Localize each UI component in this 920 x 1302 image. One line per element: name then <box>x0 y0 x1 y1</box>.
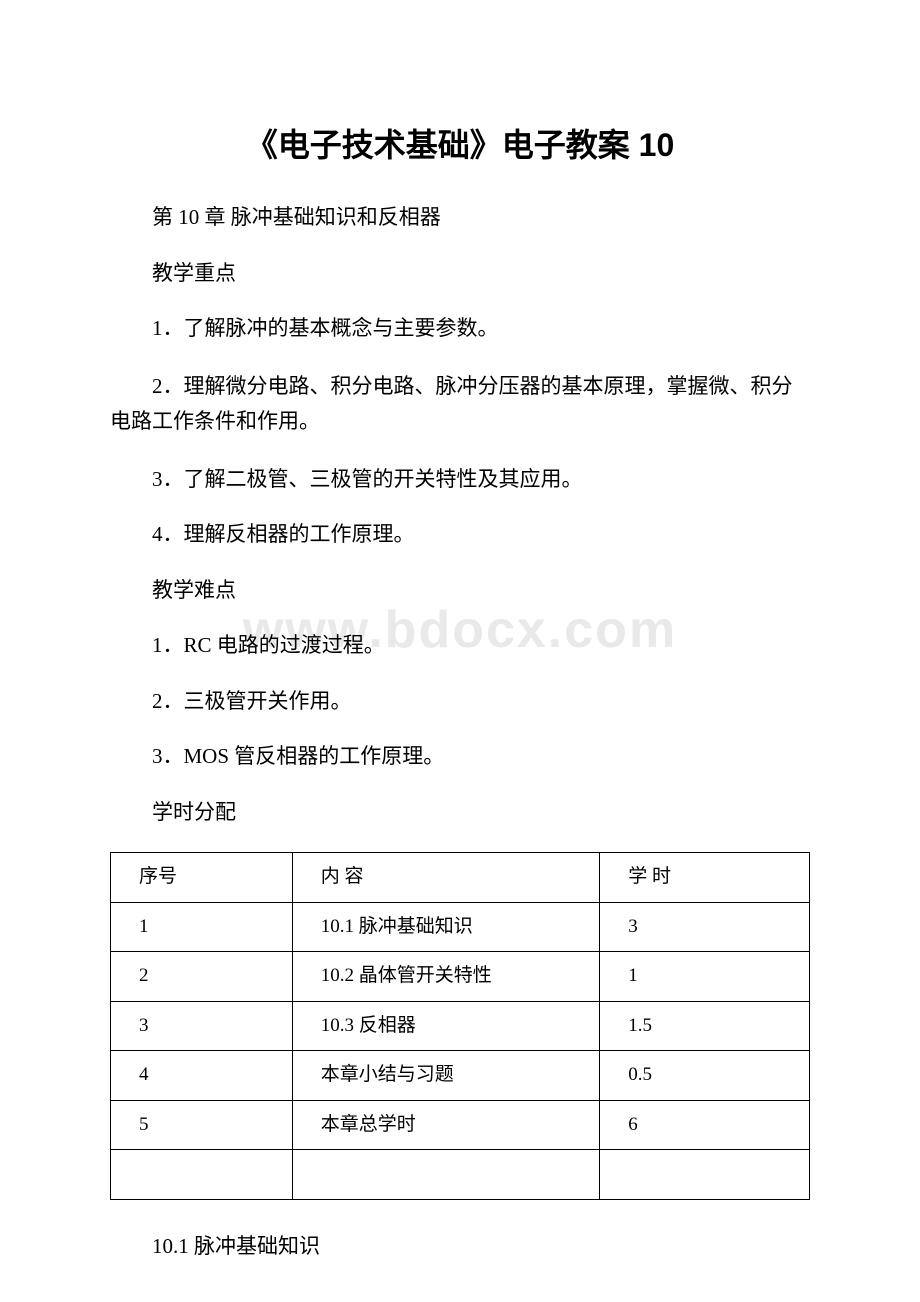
document-content: 《电子技术基础》电子教案 10 第 10 章 脉冲基础知识和反相器 教学重点 1… <box>110 120 810 1260</box>
focus-item: 4．理解反相器的工作原理。 <box>110 519 810 551</box>
table-cell-content: 本章小结与习题 <box>292 1051 600 1101</box>
table-cell-seq: 3 <box>111 1001 293 1051</box>
focus-item: 3．了解二极管、三极管的开关特性及其应用。 <box>110 464 810 496</box>
focus-item-text: 2．理解微分电路、积分电路、脉冲分压器的基本原理，掌握微、积分电路工作条件和作用… <box>110 369 810 440</box>
table-cell-seq: 1 <box>111 902 293 952</box>
focus-item: 2．理解微分电路、积分电路、脉冲分压器的基本原理，掌握微、积分电路工作条件和作用… <box>110 369 810 440</box>
chapter-heading: 第 10 章 脉冲基础知识和反相器 <box>110 202 810 234</box>
document-title: 《电子技术基础》电子教案 10 <box>110 120 810 166</box>
table-row: 4 本章小结与习题 0.5 <box>111 1051 810 1101</box>
table-cell-hours: 6 <box>600 1100 810 1150</box>
table-cell-hours: 0.5 <box>600 1051 810 1101</box>
focus-item: 1．了解脉冲的基本概念与主要参数。 <box>110 313 810 345</box>
table-row: 2 10.2 晶体管开关特性 1 <box>111 952 810 1002</box>
table-header-hours: 学 时 <box>600 853 810 903</box>
table-cell-hours <box>600 1150 810 1200</box>
table-header-seq: 序号 <box>111 853 293 903</box>
table-row <box>111 1150 810 1200</box>
table-cell-content <box>292 1150 600 1200</box>
difficulty-heading: 教学难点 <box>110 575 810 607</box>
table-cell-seq: 4 <box>111 1051 293 1101</box>
table-header-row: 序号 内 容 学 时 <box>111 853 810 903</box>
section-heading: 10.1 脉冲基础知识 <box>110 1230 810 1260</box>
difficulty-item: 1．RC 电路的过渡过程。 <box>110 630 810 662</box>
schedule-heading: 学时分配 <box>110 797 810 829</box>
focus-heading: 教学重点 <box>110 258 810 290</box>
table-cell-seq: 5 <box>111 1100 293 1150</box>
table-header-content: 内 容 <box>292 853 600 903</box>
table-row: 3 10.3 反相器 1.5 <box>111 1001 810 1051</box>
table-cell-content: 10.1 脉冲基础知识 <box>292 902 600 952</box>
table-cell-content: 本章总学时 <box>292 1100 600 1150</box>
table-cell-hours: 1.5 <box>600 1001 810 1051</box>
table-cell-seq <box>111 1150 293 1200</box>
difficulty-item: 2．三极管开关作用。 <box>110 686 810 718</box>
table-row: 1 10.1 脉冲基础知识 3 <box>111 902 810 952</box>
schedule-table: 序号 内 容 学 时 1 10.1 脉冲基础知识 3 2 10.2 晶体管开关特… <box>110 852 810 1200</box>
table-cell-content: 10.2 晶体管开关特性 <box>292 952 600 1002</box>
table-cell-seq: 2 <box>111 952 293 1002</box>
table-cell-hours: 3 <box>600 902 810 952</box>
difficulty-item: 3．MOS 管反相器的工作原理。 <box>110 741 810 773</box>
table-row: 5 本章总学时 6 <box>111 1100 810 1150</box>
table-cell-content: 10.3 反相器 <box>292 1001 600 1051</box>
table-cell-hours: 1 <box>600 952 810 1002</box>
